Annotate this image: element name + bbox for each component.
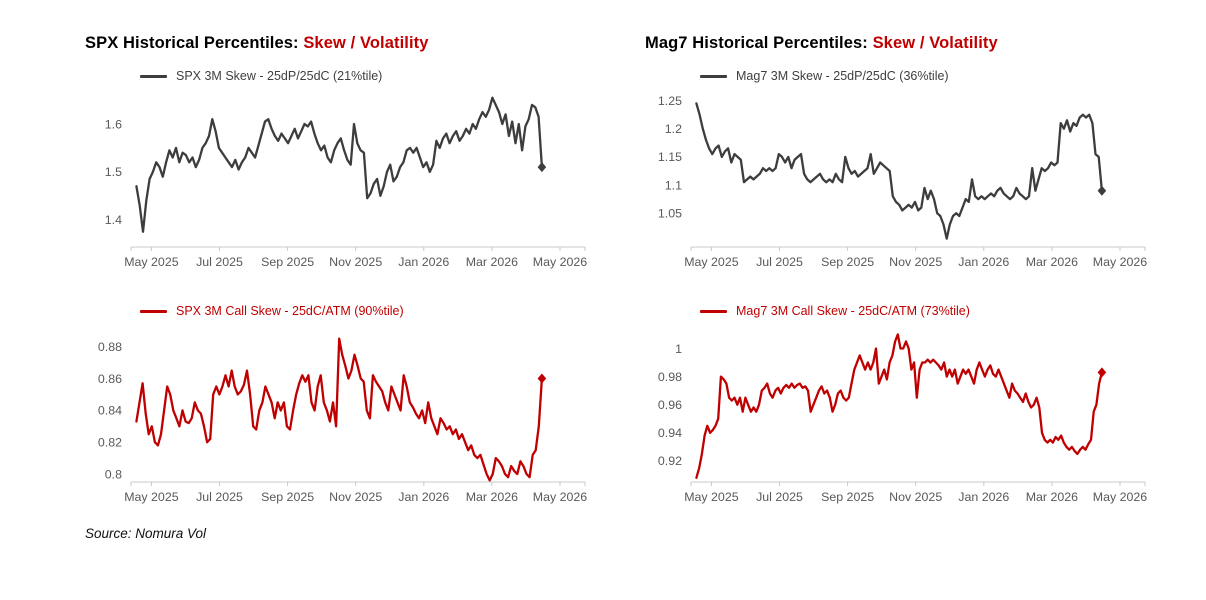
- svg-text:Nov 2025: Nov 2025: [889, 490, 942, 504]
- svg-text:Jul 2025: Jul 2025: [756, 255, 803, 269]
- source-note: Source: Nomura Vol: [85, 526, 207, 541]
- chart-grid: SPX Historical Percentiles: Skew / Volat…: [85, 26, 1206, 516]
- chart-title-accent: Skew / Volatility: [303, 34, 429, 52]
- chart-title-accent: Skew / Volatility: [872, 34, 998, 52]
- legend-spx-skew: SPX 3M Skew - 25dP/25dC (21%tile): [140, 68, 595, 84]
- svg-text:Jul 2025: Jul 2025: [196, 490, 243, 504]
- svg-text:Nov 2025: Nov 2025: [329, 490, 382, 504]
- panel-mag7-skew: Mag7 Historical Percentiles: Skew / Vola…: [645, 26, 1155, 281]
- svg-text:1.15: 1.15: [658, 150, 682, 164]
- svg-text:May 2025: May 2025: [124, 255, 179, 269]
- svg-text:Nov 2025: Nov 2025: [889, 255, 942, 269]
- panel-mag7-call-skew: Mag7 3M Call Skew - 25dC/ATM (73%tile) M…: [645, 303, 1155, 516]
- mag7-3m-skew-svg: May 2025 Jul 2025 Sep 2025 Nov 2025 Jan 2026…: [658, 94, 1148, 269]
- svg-text:Jan 2026: Jan 2026: [398, 490, 449, 504]
- mag7-3m-call-skew-svg: May 2025 Jul 2025 Sep 2025 Nov 2025 Jan 2026…: [658, 333, 1148, 504]
- svg-text:Nov 2025: Nov 2025: [329, 255, 382, 269]
- line-chart-spx-skew: May 2025 Jul 2025 Sep 2025 Nov 2025 Jan 2026…: [85, 85, 595, 281]
- svg-text:1: 1: [675, 342, 682, 356]
- svg-text:Jan 2026: Jan 2026: [398, 255, 449, 269]
- svg-text:0.92: 0.92: [658, 454, 682, 468]
- svg-text:0.82: 0.82: [98, 436, 122, 450]
- svg-text:May 2025: May 2025: [684, 255, 739, 269]
- svg-text:Sep 2025: Sep 2025: [821, 255, 874, 269]
- svg-text:1.5: 1.5: [105, 165, 122, 179]
- report-page: SPX Historical Percentiles: Skew / Volat…: [85, 26, 1206, 541]
- svg-text:0.98: 0.98: [658, 370, 682, 384]
- svg-text:Mar 2026: Mar 2026: [466, 490, 518, 504]
- chart-title-spx: SPX Historical Percentiles: Skew / Volat…: [85, 34, 595, 53]
- svg-text:May 2026: May 2026: [1093, 255, 1148, 269]
- svg-text:1.4: 1.4: [105, 213, 122, 227]
- svg-text:May 2026: May 2026: [533, 255, 588, 269]
- svg-text:Sep 2025: Sep 2025: [261, 490, 314, 504]
- legend-line-swatch: [140, 309, 167, 313]
- legend-mag7-skew: Mag7 3M Skew - 25dP/25dC (36%tile): [700, 68, 1155, 84]
- chart-title-mag7: Mag7 Historical Percentiles: Skew / Vola…: [645, 34, 1155, 53]
- svg-text:Mar 2026: Mar 2026: [1026, 255, 1078, 269]
- line-chart-spx-call-skew: May 2025 Jul 2025 Sep 2025 Nov 2025 Jan 2026…: [85, 320, 595, 516]
- svg-text:May 2026: May 2026: [533, 490, 588, 504]
- svg-text:Jul 2025: Jul 2025: [196, 255, 243, 269]
- svg-text:Mar 2026: Mar 2026: [1026, 490, 1078, 504]
- svg-text:0.8: 0.8: [105, 467, 122, 481]
- svg-text:Jan 2026: Jan 2026: [958, 255, 1009, 269]
- svg-text:1.05: 1.05: [658, 207, 682, 221]
- panel-spx-skew: SPX Historical Percentiles: Skew / Volat…: [85, 26, 595, 281]
- svg-text:0.86: 0.86: [98, 372, 122, 386]
- svg-text:Sep 2025: Sep 2025: [261, 255, 314, 269]
- legend-line-swatch: [140, 74, 167, 78]
- line-chart-mag7-skew: May 2025 Jul 2025 Sep 2025 Nov 2025 Jan 2026…: [645, 85, 1155, 281]
- legend-spx-call-skew: SPX 3M Call Skew - 25dC/ATM (90%tile): [140, 303, 595, 319]
- chart-title-main: Mag7 Historical Percentiles:: [645, 34, 873, 52]
- svg-text:0.94: 0.94: [658, 426, 682, 440]
- svg-text:Sep 2025: Sep 2025: [821, 490, 874, 504]
- legend-label: Mag7 3M Skew - 25dP/25dC (36%tile): [736, 69, 949, 83]
- svg-text:1.25: 1.25: [658, 94, 682, 108]
- svg-text:0.88: 0.88: [98, 340, 122, 354]
- svg-text:0.84: 0.84: [98, 404, 122, 418]
- svg-text:Jan 2026: Jan 2026: [958, 490, 1009, 504]
- spx-3m-call-skew-svg: May 2025 Jul 2025 Sep 2025 Nov 2025 Jan 2026…: [98, 337, 588, 504]
- svg-text:May 2025: May 2025: [684, 490, 739, 504]
- svg-text:May 2025: May 2025: [124, 490, 179, 504]
- spx-3m-skew-svg: May 2025 Jul 2025 Sep 2025 Nov 2025 Jan 2026…: [105, 96, 588, 269]
- legend-label: SPX 3M Call Skew - 25dC/ATM (90%tile): [176, 304, 404, 318]
- svg-text:1.6: 1.6: [105, 117, 122, 131]
- svg-text:Jul 2025: Jul 2025: [756, 490, 803, 504]
- legend-label: Mag7 3M Call Skew - 25dC/ATM (73%tile): [736, 304, 970, 318]
- panel-spx-call-skew: SPX 3M Call Skew - 25dC/ATM (90%tile) Ma…: [85, 303, 595, 516]
- svg-text:0.96: 0.96: [658, 398, 682, 412]
- chart-title-main: SPX Historical Percentiles:: [85, 34, 304, 52]
- svg-text:1.1: 1.1: [665, 178, 682, 192]
- svg-text:Mar 2026: Mar 2026: [466, 255, 518, 269]
- svg-text:May 2026: May 2026: [1093, 490, 1148, 504]
- svg-text:1.2: 1.2: [665, 122, 682, 136]
- legend-label: SPX 3M Skew - 25dP/25dC (21%tile): [176, 69, 383, 83]
- line-chart-mag7-call-skew: May 2025 Jul 2025 Sep 2025 Nov 2025 Jan 2026…: [645, 320, 1155, 516]
- legend-line-swatch: [700, 74, 727, 78]
- legend-mag7-call-skew: Mag7 3M Call Skew - 25dC/ATM (73%tile): [700, 303, 1155, 319]
- legend-line-swatch: [700, 309, 727, 313]
